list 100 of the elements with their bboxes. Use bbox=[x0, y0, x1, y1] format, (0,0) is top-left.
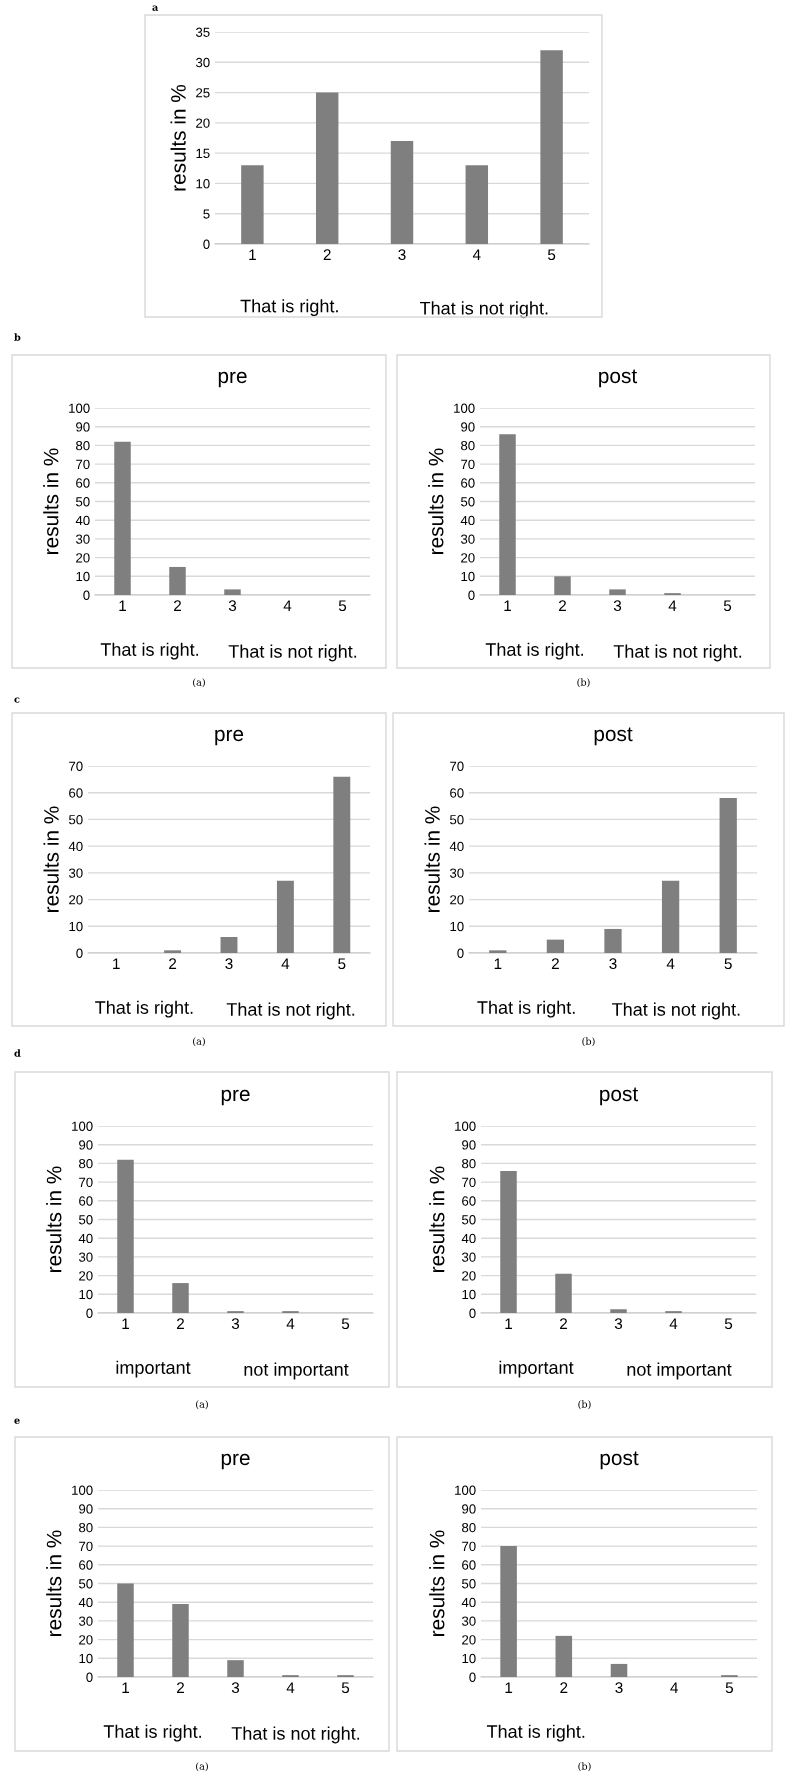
bar bbox=[169, 566, 186, 595]
bar bbox=[315, 92, 339, 244]
y-tick-label: 20 bbox=[462, 1635, 476, 1645]
y-tick-label: 90 bbox=[76, 422, 90, 432]
y-tick-label: 10 bbox=[69, 921, 83, 932]
y-tick-label: 0 bbox=[86, 1672, 93, 1682]
x-tick-label: 4 bbox=[670, 1682, 678, 1693]
text: (b) bbox=[578, 1400, 591, 1410]
x-tick-label: 4 bbox=[286, 1318, 295, 1329]
text: (a) bbox=[196, 1762, 208, 1772]
y-tick-label: 20 bbox=[79, 1635, 93, 1645]
bar bbox=[114, 441, 131, 595]
y-tick-label: 0 bbox=[83, 590, 90, 600]
y-tick-label: 5 bbox=[203, 209, 210, 219]
chart-title: pre bbox=[221, 1453, 250, 1470]
text: d bbox=[14, 1049, 21, 1057]
y-tick-label: 30 bbox=[461, 1252, 476, 1262]
x-tick-label: 4 bbox=[666, 958, 675, 969]
y-tick-label: 20 bbox=[76, 553, 90, 563]
x-tick-label: 3 bbox=[231, 1682, 240, 1694]
y-tick-label: 60 bbox=[462, 1196, 476, 1206]
y-tick-label: 90 bbox=[79, 1504, 93, 1514]
text: That is not right. bbox=[228, 644, 357, 662]
y-tick-label: 90 bbox=[79, 1140, 93, 1150]
y-tick-label: 70 bbox=[462, 1177, 476, 1188]
x-tick-label: 2 bbox=[559, 600, 566, 611]
text: That is right. bbox=[477, 1000, 575, 1018]
x-tick-label: 3 bbox=[398, 249, 406, 261]
y-axis-title: results in % bbox=[46, 1166, 62, 1272]
text: That is right. bbox=[240, 299, 338, 317]
y-axis-title: results in % bbox=[424, 806, 440, 912]
bar bbox=[224, 589, 241, 595]
y-tick-label: 100 bbox=[455, 1121, 476, 1131]
y-tick-label: 90 bbox=[462, 1140, 476, 1150]
y-tick-label: 30 bbox=[461, 1616, 476, 1626]
bar bbox=[554, 576, 571, 595]
y-tick-label: 10 bbox=[462, 1289, 476, 1300]
y-tick-label: 30 bbox=[78, 1616, 93, 1626]
x-tick-label: 1 bbox=[505, 1682, 513, 1693]
y-tick-label: 10 bbox=[79, 1653, 93, 1664]
bar bbox=[609, 589, 626, 595]
x-tick-label: 2 bbox=[169, 958, 177, 969]
y-tick-label: 30 bbox=[195, 57, 210, 68]
y-tick-label: 80 bbox=[462, 1522, 476, 1533]
text: That is not right. bbox=[612, 1002, 740, 1020]
y-axis-title: results in % bbox=[170, 84, 186, 191]
y-tick-label: 70 bbox=[69, 761, 83, 771]
chart-title: post bbox=[600, 1087, 639, 1106]
bar bbox=[390, 141, 414, 244]
y-tick-label: 40 bbox=[75, 515, 90, 526]
y-tick-label: 20 bbox=[196, 118, 210, 128]
y-tick-label: 100 bbox=[72, 1485, 93, 1495]
y-tick-label: 10 bbox=[196, 179, 210, 189]
y-axis-title: results in % bbox=[46, 1530, 62, 1636]
x-tick-label: 2 bbox=[323, 249, 331, 260]
y-tick-label: 0 bbox=[469, 1308, 476, 1318]
text: c bbox=[14, 697, 20, 703]
text: That is not right. bbox=[419, 301, 548, 319]
bar bbox=[604, 928, 622, 953]
y-tick-label: 30 bbox=[68, 868, 83, 878]
bar bbox=[220, 936, 238, 953]
bar bbox=[555, 1273, 572, 1313]
y-tick-label: 40 bbox=[461, 1233, 476, 1244]
bar bbox=[227, 1660, 244, 1677]
x-tick-label: 2 bbox=[177, 1318, 184, 1329]
y-tick-label: 60 bbox=[79, 1196, 93, 1206]
x-tick-label: 4 bbox=[283, 600, 292, 611]
bar bbox=[489, 950, 507, 953]
y-tick-label: 40 bbox=[78, 1597, 93, 1608]
bar bbox=[333, 776, 351, 953]
x-tick-label: 3 bbox=[613, 600, 622, 612]
y-tick-label: 0 bbox=[468, 590, 475, 600]
x-tick-label: 5 bbox=[725, 1682, 734, 1694]
bar bbox=[610, 1309, 627, 1313]
x-tick-label: 2 bbox=[551, 958, 559, 969]
y-tick-label: 100 bbox=[69, 403, 90, 413]
y-tick-label: 70 bbox=[450, 761, 464, 771]
y-tick-label: 0 bbox=[76, 948, 83, 958]
text: That is right. bbox=[100, 642, 199, 660]
y-tick-label: 50 bbox=[449, 815, 464, 825]
y-tick-label: 50 bbox=[75, 497, 90, 507]
y-tick-label: 20 bbox=[450, 895, 464, 905]
bar bbox=[241, 165, 264, 244]
bar bbox=[117, 1583, 134, 1677]
y-axis-title: results in % bbox=[43, 806, 59, 912]
x-tick-label: 5 bbox=[341, 1318, 350, 1330]
text: That is not right. bbox=[226, 1002, 355, 1020]
y-axis-title: results in % bbox=[429, 1166, 445, 1272]
x-tick-label: 5 bbox=[724, 958, 732, 970]
y-tick-label: 50 bbox=[461, 1215, 476, 1225]
y-tick-label: 50 bbox=[460, 497, 475, 507]
x-tick-label: 3 bbox=[225, 958, 233, 970]
bar bbox=[546, 939, 565, 953]
x-tick-label: 4 bbox=[669, 1318, 678, 1329]
x-tick-label: 4 bbox=[281, 958, 290, 969]
y-tick-label: 70 bbox=[79, 1177, 93, 1188]
y-tick-label: 10 bbox=[79, 1289, 93, 1300]
x-tick-label: 3 bbox=[614, 1318, 623, 1330]
bar bbox=[500, 1546, 517, 1677]
text: not important bbox=[627, 1362, 732, 1380]
